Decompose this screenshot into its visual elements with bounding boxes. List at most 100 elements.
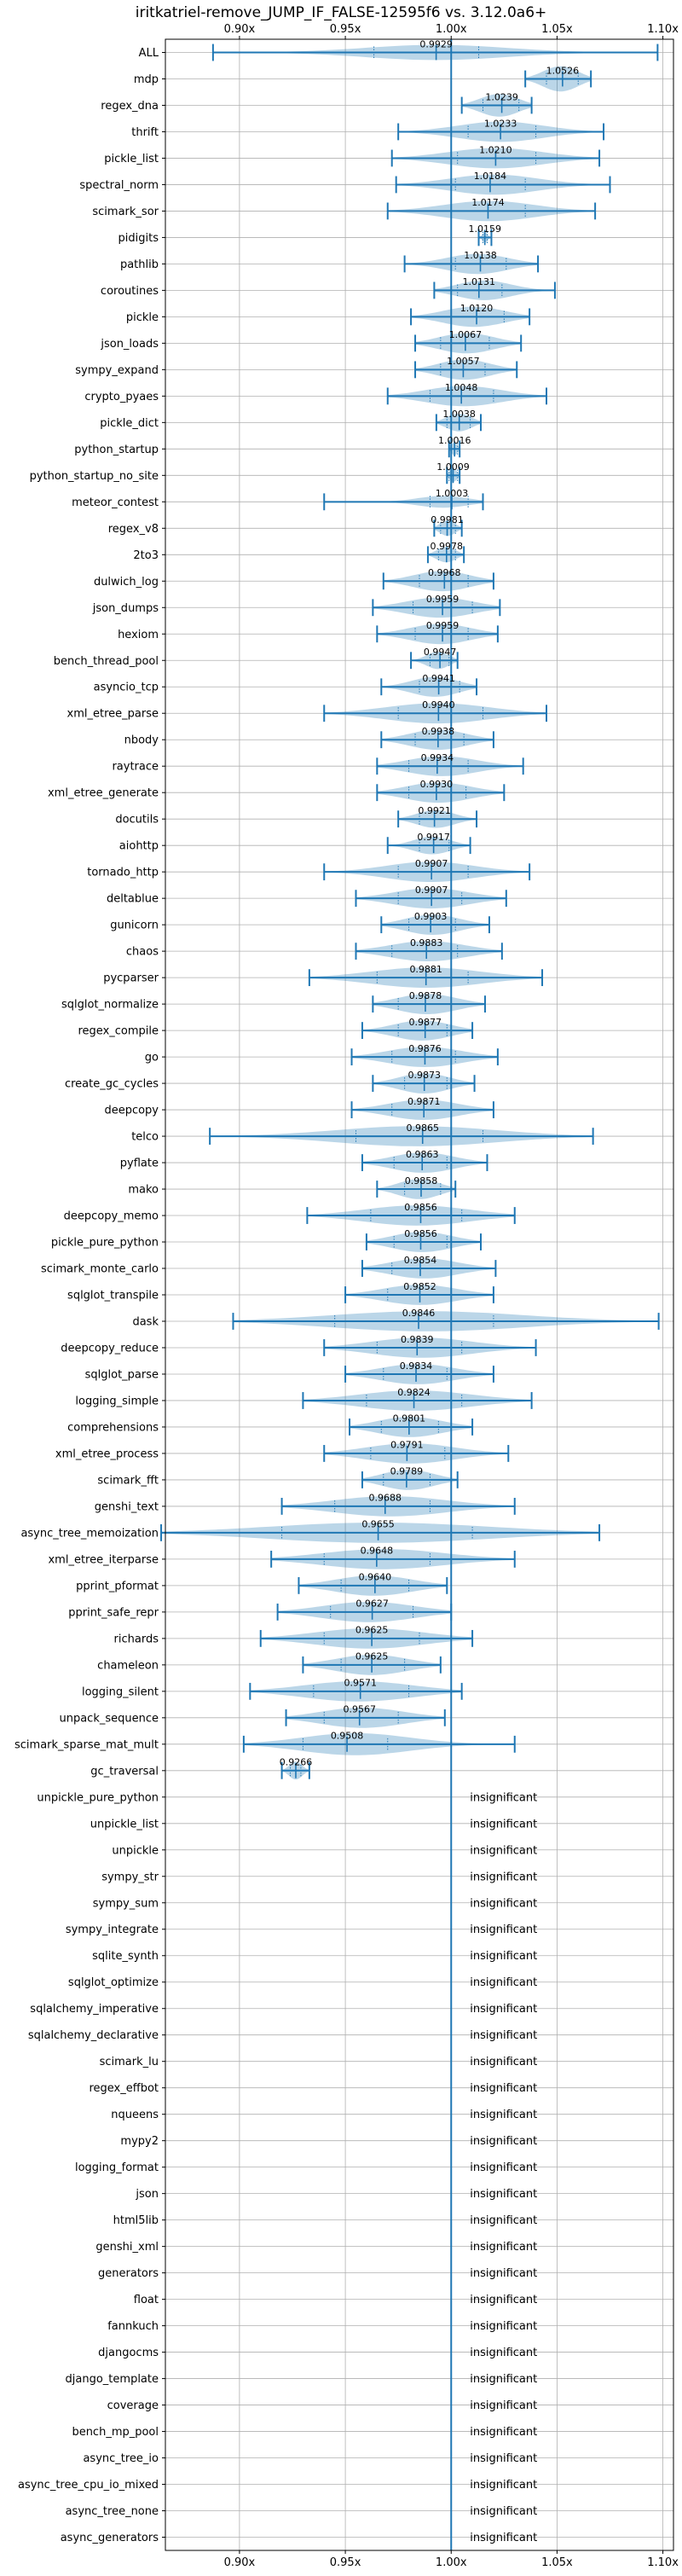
insignificant-label: insignificant xyxy=(470,2056,537,2068)
y-tick-label: go xyxy=(145,1052,159,1065)
plot-frame xyxy=(165,38,674,2551)
mean-value-label: 0.9876 xyxy=(408,1043,442,1054)
mean-value-label: 0.9571 xyxy=(344,1678,377,1689)
y-tick-label: xml_etree_iterparse xyxy=(48,1553,159,1566)
y-tick-label: gunicorn xyxy=(110,920,159,932)
mean-value-label: 0.9934 xyxy=(421,752,454,763)
x-tick-label-bottom: 1.00x xyxy=(436,2556,467,2569)
mean-value-label: 1.0239 xyxy=(485,91,518,102)
mean-value-label: 1.0174 xyxy=(471,197,505,208)
y-tick-label: mako xyxy=(128,1184,159,1197)
mean-value-label: 1.0210 xyxy=(479,144,512,155)
mean-value-label: 0.9865 xyxy=(406,1123,439,1134)
mean-value-label: 0.9856 xyxy=(404,1202,437,1213)
y-tick-label: json_loads xyxy=(100,338,159,351)
mean-value-label: 1.0184 xyxy=(474,171,507,182)
x-tick-label-bottom: 1.05x xyxy=(541,2556,573,2569)
insignificant-label: insignificant xyxy=(470,2373,537,2386)
mean-value-label: 1.0233 xyxy=(484,118,517,129)
mean-value-label: 0.9940 xyxy=(422,699,455,711)
insignificant-label: insignificant xyxy=(470,1950,537,1963)
mean-value-label: 1.0003 xyxy=(436,488,469,499)
mean-value-label: 1.0016 xyxy=(438,435,471,446)
x-tick-label-top: 1.00x xyxy=(436,23,467,36)
y-tick-label: pycparser xyxy=(103,972,159,985)
y-tick-label: chameleon xyxy=(97,1659,159,1672)
y-tick-label: pyflate xyxy=(120,1157,159,1170)
mean-value-label: 0.9852 xyxy=(403,1281,436,1292)
y-tick-label: genshi_text xyxy=(95,1500,159,1513)
mean-value-label: 0.9567 xyxy=(343,1704,376,1715)
y-tick-label: regex_v8 xyxy=(108,523,159,536)
y-tick-label: python_startup_no_site xyxy=(30,470,159,483)
y-tick-label: meteor_contest xyxy=(72,496,159,509)
mean-value-label: 0.9883 xyxy=(410,937,443,949)
y-tick-label: pickle_list xyxy=(104,153,159,165)
mean-value-label: 0.9846 xyxy=(402,1308,436,1319)
y-tick-label: genshi_xml xyxy=(95,2241,159,2254)
mean-value-label: 1.0526 xyxy=(546,65,580,76)
insignificant-label: insignificant xyxy=(470,2479,537,2492)
insignificant-label: insignificant xyxy=(470,2214,537,2227)
mean-value-label: 0.9877 xyxy=(408,1017,442,1028)
insignificant-label: insignificant xyxy=(470,1818,537,1830)
y-tick-label: pickle_dict xyxy=(100,417,159,430)
x-tick-label-bottom: 0.95x xyxy=(330,2556,361,2569)
y-tick-label: xml_etree_parse xyxy=(67,708,159,721)
x-tick-label-top: 0.95x xyxy=(330,23,361,36)
y-tick-label: nqueens xyxy=(111,2109,159,2121)
mean-value-label: 0.9929 xyxy=(419,38,453,49)
y-tick-label: scimark_sparse_mat_mult xyxy=(14,1738,159,1751)
mean-value-label: 0.9266 xyxy=(280,1757,313,1768)
y-tick-label: crypto_pyaes xyxy=(84,391,159,403)
mean-value-label: 0.9907 xyxy=(415,858,448,869)
violin-layer xyxy=(160,39,660,2550)
y-tick-label: deepcopy xyxy=(104,1105,159,1117)
insignificant-label: insignificant xyxy=(470,2532,537,2544)
insignificant-label: insignificant xyxy=(470,2347,537,2359)
insignificant-label: insignificant xyxy=(470,2294,537,2306)
y-tick-label: raytrace xyxy=(112,761,159,774)
y-tick-label: pprint_pformat xyxy=(76,1580,159,1593)
y-tick-label: html5lib xyxy=(113,2214,159,2227)
y-tick-label: telco xyxy=(131,1131,159,1144)
y-tick-label: ALL xyxy=(139,47,159,60)
insignificant-label: insignificant xyxy=(470,1844,537,1857)
mean-value-label: 0.9834 xyxy=(400,1361,433,1372)
mean-value-label: 0.9938 xyxy=(422,726,455,737)
x-tick-label-bottom: 0.90x xyxy=(224,2556,256,2569)
insignificant-label: insignificant xyxy=(470,2320,537,2333)
y-tick-label: xml_etree_process xyxy=(55,1448,159,1460)
y-tick-label: deepcopy_memo xyxy=(64,1210,159,1223)
insignificant-label: insignificant xyxy=(470,2082,537,2095)
y-tick-label: float xyxy=(134,2294,159,2306)
y-tick-label: logging_simple xyxy=(75,1395,159,1407)
mean-value-label: 0.9655 xyxy=(361,1519,395,1530)
y-tick-label: deltablue xyxy=(107,893,159,906)
insignificant-label: insignificant xyxy=(470,2241,537,2254)
y-tick-label: thrift xyxy=(131,126,159,139)
mean-value-label: 0.9981 xyxy=(431,514,464,525)
y-tick-label: pprint_safe_repr xyxy=(68,1606,159,1619)
mean-value-label: 0.9871 xyxy=(407,1096,441,1107)
x-tick-label-top: 1.10x xyxy=(647,23,679,36)
y-tick-label: comprehensions xyxy=(67,1421,159,1434)
y-tick-label: regex_dna xyxy=(101,100,159,113)
y-tick-label: sqlglot_transpile xyxy=(67,1290,159,1303)
y-tick-label: scimark_fft xyxy=(97,1474,159,1487)
insignificant-label: insignificant xyxy=(470,2188,537,2201)
mean-value-label: 1.0120 xyxy=(460,303,494,314)
y-tick-label: async_tree_memoization xyxy=(20,1527,159,1540)
y-tick-label: sympy_sum xyxy=(93,1897,159,1910)
y-tick-label: spectral_norm xyxy=(79,179,159,192)
y-tick-label: mdp xyxy=(134,73,159,86)
y-tick-label: scimark_sor xyxy=(92,206,159,218)
y-tick-label: xml_etree_generate xyxy=(48,787,159,800)
mean-value-label: 0.9878 xyxy=(409,990,442,1001)
y-tick-label: coroutines xyxy=(101,285,159,298)
mean-value-label: 1.0038 xyxy=(442,409,476,420)
y-tick-label: coverage xyxy=(107,2399,159,2412)
mean-value-label: 0.9648 xyxy=(361,1546,394,1557)
mean-value-label: 0.9903 xyxy=(414,911,448,922)
